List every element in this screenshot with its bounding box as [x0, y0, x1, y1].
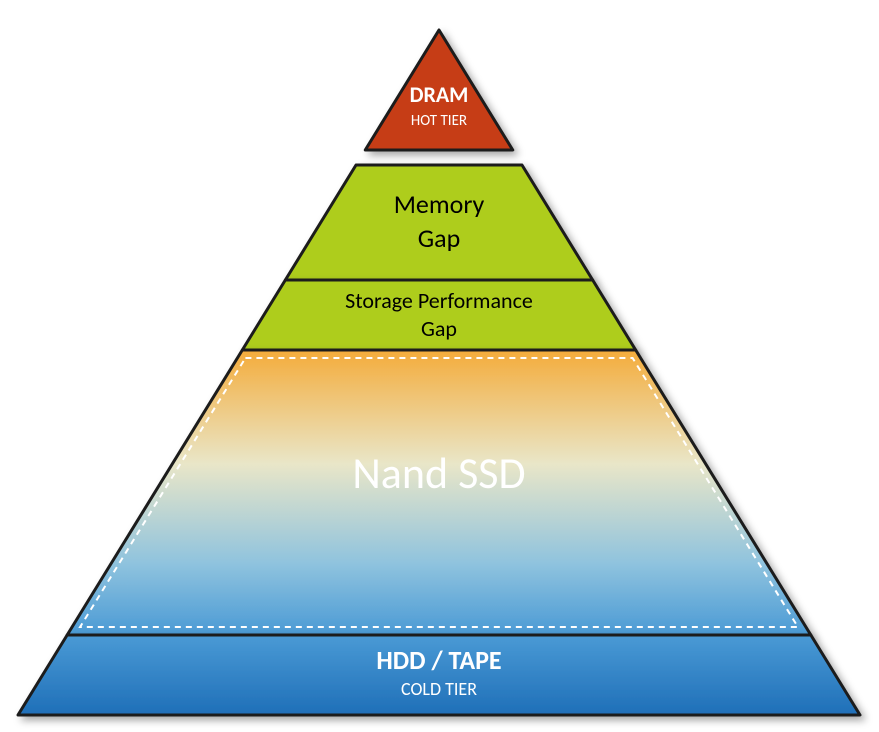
tier-dram-title: DRAM	[410, 81, 469, 108]
tier-hdd-tape-title: HDD / TAPE	[376, 644, 501, 676]
tier-dram-subtitle: HOT TIER	[411, 112, 467, 130]
tier-memory-gap-line1: Memory	[394, 188, 485, 220]
tier-hdd-tape: HDD / TAPECOLD TIER	[18, 635, 860, 715]
tier-memory-gap-line2: Gap	[418, 222, 461, 254]
tier-hdd-tape-subtitle: COLD TIER	[401, 678, 477, 700]
storage-pyramid-diagram: DRAMHOT TIERMemoryGapStorage Performance…	[0, 0, 879, 732]
tier-storage-performance-gap-line1: Storage Performance	[345, 287, 533, 314]
tier-dram: DRAM HOT TIER	[365, 30, 513, 150]
tier-storage-performance-gap: Storage PerformanceGap	[242, 280, 635, 350]
tier-nand-ssd-title: Nand SSD	[352, 446, 525, 500]
tier-memory-gap: MemoryGap	[285, 165, 592, 280]
tier-storage-performance-gap-line2: Gap	[421, 315, 457, 342]
tier-nand-ssd: Nand SSD	[67, 350, 811, 635]
